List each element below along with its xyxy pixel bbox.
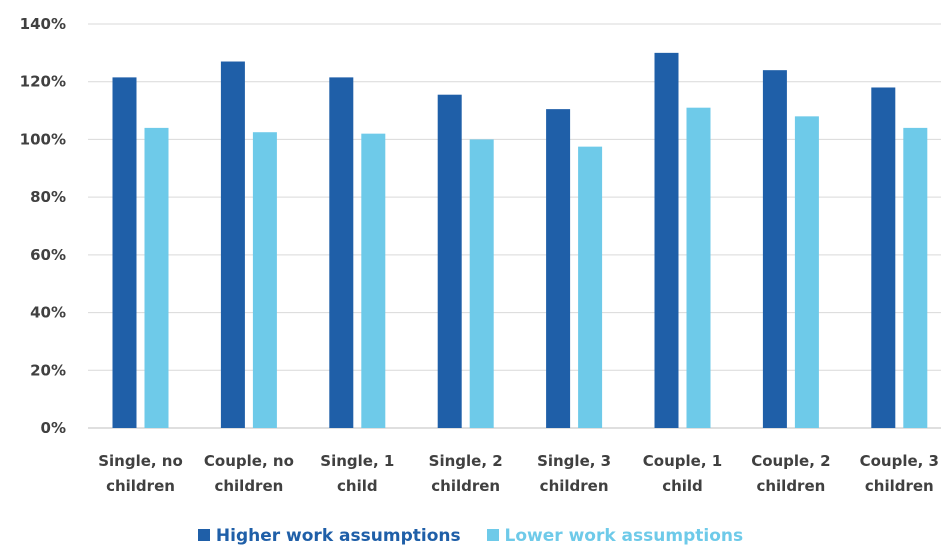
x-tick-label: children — [106, 477, 175, 495]
y-tick-label: 0% — [41, 419, 66, 437]
bar-higher — [546, 109, 571, 428]
bar-lower — [903, 127, 928, 428]
x-tick-label: Couple, 1 — [643, 452, 722, 470]
bar-higher — [437, 94, 462, 428]
bar-higher — [220, 61, 245, 429]
x-tick-label: children — [540, 477, 609, 495]
bar-lower — [144, 127, 169, 428]
bar-higher — [871, 87, 896, 428]
y-tick-label: 140% — [20, 15, 66, 33]
bar-higher — [654, 52, 679, 428]
bar-lower — [794, 116, 819, 428]
bar-lower — [686, 107, 711, 428]
bar-lower — [469, 139, 494, 428]
legend: Higher work assumptions Lower work assum… — [0, 526, 941, 546]
bar-lower — [578, 146, 603, 428]
y-tick-label: 20% — [30, 361, 66, 379]
legend-item-lower: Lower work assumptions — [486, 526, 744, 546]
legend-swatch-higher — [197, 529, 210, 541]
x-tick-label: children — [756, 477, 825, 495]
x-tick-label: child — [337, 477, 378, 495]
y-tick-label: 60% — [30, 246, 66, 264]
x-tick-label: children — [214, 477, 283, 495]
y-tick-label: 40% — [30, 304, 66, 322]
x-tick-label: Single, 3 — [537, 452, 611, 470]
bar-higher — [762, 70, 787, 429]
x-tick-label: children — [431, 477, 500, 495]
x-tick-label: child — [662, 477, 703, 495]
legend-label-higher: Higher work assumptions — [215, 526, 461, 546]
x-tick-label: Single, no — [98, 452, 183, 470]
x-tick-label: children — [865, 477, 934, 495]
y-axis: 0% 20% 40% 60% 80% 100% 120% 140% — [20, 15, 66, 437]
bars — [112, 52, 928, 429]
y-tick-label: 100% — [20, 130, 66, 148]
x-tick-label: Single, 1 — [320, 452, 394, 470]
legend-label-lower: Lower work assumptions — [504, 526, 744, 546]
x-tick-label: Couple, no — [204, 452, 294, 470]
bar-lower — [361, 133, 386, 428]
legend-item-higher: Higher work assumptions — [197, 526, 461, 546]
bar-chart: 0% 20% 40% 60% 80% 100% 120% 140% Single, no chi… — [20, 15, 941, 495]
bar-higher — [329, 77, 354, 428]
y-tick-label: 80% — [30, 188, 66, 206]
y-tick-label: 120% — [20, 73, 66, 91]
x-axis: Single, no children Couple, no children Sing… — [98, 452, 939, 495]
x-tick-label: Couple, 2 — [751, 452, 830, 470]
x-tick-label: Single, 2 — [429, 452, 503, 470]
x-tick-label: Couple, 3 — [860, 452, 939, 470]
bar-lower — [252, 132, 277, 428]
bar-higher — [112, 77, 137, 428]
legend-swatch-lower — [486, 529, 499, 541]
